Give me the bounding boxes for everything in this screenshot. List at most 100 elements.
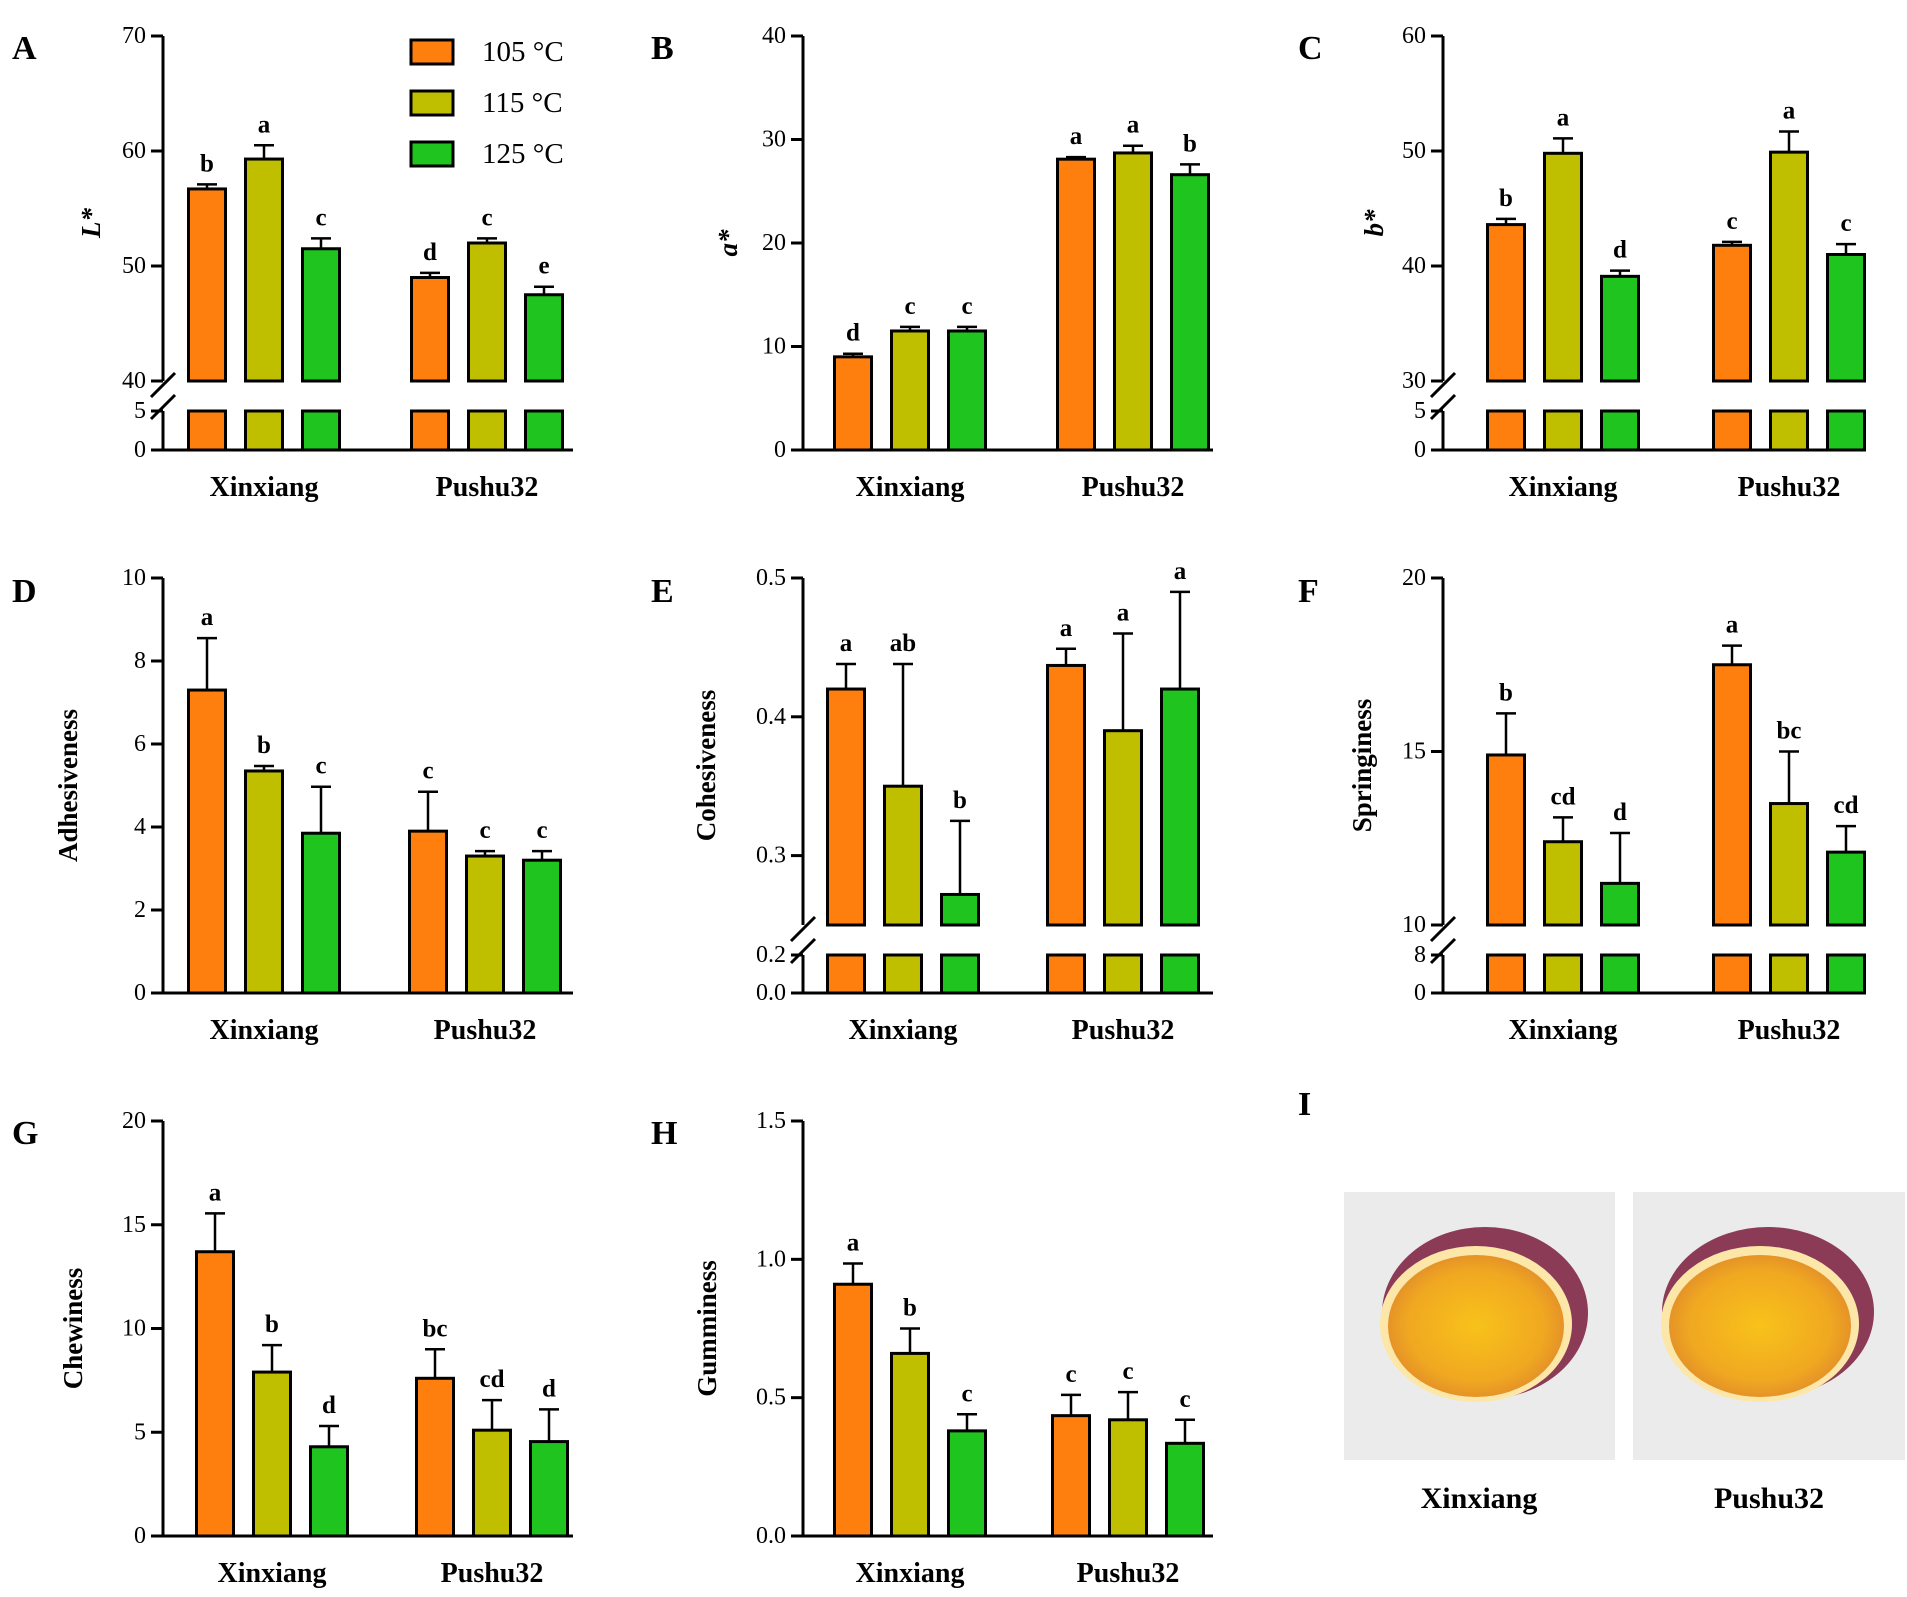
y-tick-label: 5 [134, 1419, 146, 1445]
y-tick-label: 15 [1402, 739, 1426, 765]
y-tick-label: 0 [134, 980, 146, 1006]
significance-letter: c [1122, 1358, 1133, 1385]
bar [408, 829, 448, 995]
legend-swatch [409, 89, 455, 117]
y-axis-title: Adhesiveness [53, 709, 83, 862]
bar [1486, 753, 1526, 927]
significance-letter: b [265, 1311, 279, 1338]
bar [244, 769, 284, 995]
x-category-label: Pushu32 [436, 472, 539, 503]
bar [522, 858, 562, 995]
bar [309, 1445, 349, 1538]
y-tick-label: 30 [1402, 368, 1426, 394]
bar [1056, 157, 1096, 452]
y-tick-label: 0 [774, 437, 786, 463]
bar [472, 1428, 512, 1538]
significance-letter: c [1179, 1386, 1190, 1413]
panel-letter: I [1298, 1086, 1311, 1123]
significance-letter: a [1070, 123, 1083, 150]
panel-letter: C [1298, 30, 1323, 67]
significance-letter: cd [480, 1366, 505, 1393]
bar-segment-lower [1826, 953, 1866, 995]
bar-segment-lower [524, 409, 564, 452]
y-tick-label: 0 [134, 437, 146, 463]
y-tick-label: 8 [134, 648, 146, 674]
bar [529, 1440, 569, 1538]
y-tick-label: 20 [762, 230, 786, 256]
y-tick-label: 0.3 [756, 843, 786, 869]
bar-segment-lower [1712, 409, 1752, 452]
y-tick-label: 2 [134, 897, 146, 923]
photo-panel-I: I Xinxiang Pushu32 [1298, 1086, 1905, 1515]
significance-letter: d [542, 1375, 556, 1402]
x-category-label: Pushu32 [1738, 1015, 1841, 1046]
bar-segment-lower [883, 953, 923, 995]
y-tick-label: 70 [122, 23, 146, 49]
significance-letter: a [1117, 600, 1130, 627]
y-axis-title: L* [76, 208, 106, 239]
y-tick-label: 40 [762, 23, 786, 49]
y-tick-label: 0.2 [756, 942, 786, 968]
bar-segment-lower [467, 409, 507, 452]
photo-caption: Xinxiang [1421, 1482, 1538, 1515]
y-tick-label: 6 [134, 731, 146, 757]
y-tick-label: 0 [1414, 980, 1426, 1006]
bar [415, 1376, 455, 1538]
y-tick-label: 10 [122, 1316, 146, 1342]
y-tick-label: 10 [122, 565, 146, 591]
bar [187, 187, 227, 383]
chart-panel-B: B 0 10 20 30 40 a* d c c Xinxiang a a b Pushu32 [651, 23, 1213, 503]
legend-label: 115 °C [482, 87, 563, 119]
bar [1600, 274, 1640, 383]
significance-letter: a [201, 604, 214, 631]
chart-panel-E: E 0.0 0.2 0.3 0.4 0.5 Cohesiveness a ab b Xinxiang… [651, 558, 1213, 1046]
significance-letter: a [1174, 558, 1187, 585]
y-tick-label: 50 [1402, 138, 1426, 164]
significance-letter: c [1065, 1361, 1076, 1388]
x-category-label: Xinxiang [1509, 1015, 1618, 1046]
y-tick-label: 20 [1402, 565, 1426, 591]
significance-letter: b [1499, 185, 1513, 212]
y-tick-label: 5 [1414, 398, 1426, 424]
x-category-label: Xinxiang [218, 1558, 327, 1589]
bar [1051, 1414, 1091, 1538]
significance-letter: b [953, 787, 967, 814]
y-tick-label: 0.0 [756, 1523, 786, 1549]
y-tick-label: 0.5 [756, 1385, 786, 1411]
y-tick-label: 15 [122, 1212, 146, 1238]
x-category-label: Xinxiang [210, 472, 319, 503]
significance-letter: c [479, 817, 490, 844]
bar [1712, 663, 1752, 927]
y-tick-label: 60 [122, 138, 146, 164]
bar-segment-lower [1486, 953, 1526, 995]
significance-letter: a [1557, 104, 1570, 131]
chart-panel-F: F 0 8 10 15 20 Springiness b cd d Xinxiang a bc cd Pus… [1298, 565, 1866, 1046]
axis-break-mark [149, 393, 177, 421]
significance-letter: c [961, 1380, 972, 1407]
y-tick-label: 30 [762, 127, 786, 153]
bar [1165, 1441, 1205, 1538]
y-tick-label: 0.0 [756, 980, 786, 1006]
y-tick-label: 0.5 [756, 565, 786, 591]
significance-letter: b [903, 1295, 917, 1322]
bar-segment-lower [1543, 409, 1583, 452]
bar [1826, 850, 1866, 927]
y-tick-label: 0 [134, 1523, 146, 1549]
y-tick-label: 8 [1414, 942, 1426, 968]
panel-letter: B [651, 30, 674, 67]
x-category-label: Pushu32 [1738, 472, 1841, 503]
legend-swatch [409, 140, 455, 168]
significance-letter: cd [1551, 783, 1576, 810]
bar [187, 688, 227, 995]
bar [465, 854, 505, 995]
bar-segment-lower [1046, 953, 1086, 995]
significance-letter: c [1840, 210, 1851, 237]
bar [1543, 151, 1583, 383]
significance-letter: b [1183, 130, 1197, 157]
bar [890, 1351, 930, 1538]
y-axis-title: Springiness [1347, 699, 1377, 833]
significance-letter: d [1613, 237, 1627, 264]
y-tick-label: 0.4 [756, 704, 786, 730]
chart-panel-H: H 0.0 0.5 1.0 1.5 Gumminess a b c Xinxiang c c c Push… [651, 1108, 1213, 1589]
